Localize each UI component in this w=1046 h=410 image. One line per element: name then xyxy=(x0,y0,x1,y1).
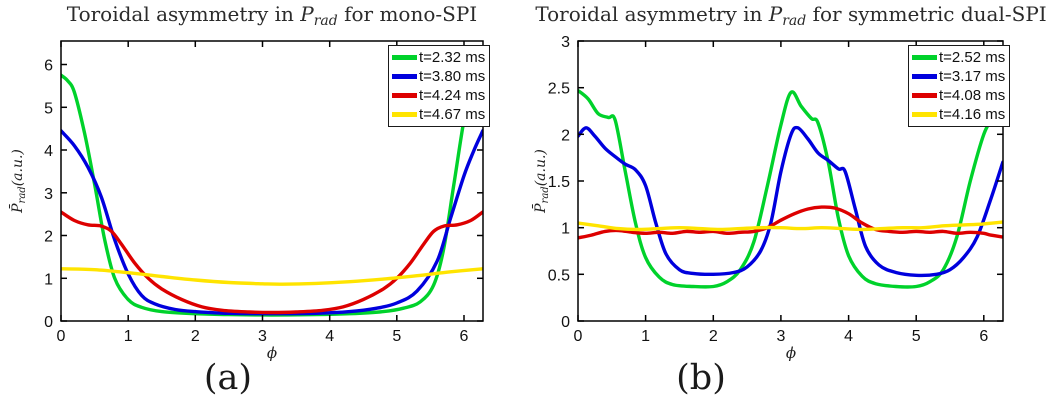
x-tick-label: 5 xyxy=(392,328,401,345)
x-tick-label: 2 xyxy=(709,328,718,345)
series-line xyxy=(578,88,1003,289)
legend-a: t=2.32 ms t=3.80 ms t=4.24 ms t=4.67 ms xyxy=(388,45,491,127)
title-math-sub: rad xyxy=(313,13,338,29)
plot-area-a: 0 1 2 3 4 5 6 0 1 2 3 4 5 6 xyxy=(44,40,484,345)
title-text: Toroidal asymmetry in xyxy=(66,2,301,26)
series-line xyxy=(61,210,483,315)
legend-label: t=3.17 ms xyxy=(939,68,1006,85)
y-tick-label: 1 xyxy=(44,271,53,288)
x-tick-label: 0 xyxy=(57,328,66,345)
y-tick-label: 1 xyxy=(561,221,570,238)
legend-label: t=4.24 ms xyxy=(419,87,486,104)
x-tick-label: 3 xyxy=(258,328,267,345)
series-line xyxy=(578,205,1003,240)
y-tick-label: 1.5 xyxy=(548,174,570,191)
legend-b: t=2.52 ms t=3.17 ms t=4.08 ms t=4.16 ms xyxy=(908,45,1011,127)
legend-item: t=3.80 ms xyxy=(392,67,485,86)
legend-label: t=2.32 ms xyxy=(419,49,486,66)
title-text-suffix: for mono-SPI xyxy=(337,2,478,26)
plot-area-b: 0 1 2 3 4 5 6 0 0.5 1 1.5 2 2.5 3 xyxy=(548,34,1004,345)
legend-label: t=3.80 ms xyxy=(419,68,486,85)
legend-swatch-yellow xyxy=(912,112,937,117)
series-line xyxy=(61,129,483,316)
legend-swatch-blue xyxy=(912,74,937,79)
x-axis-label-b: ϕ xyxy=(785,344,797,362)
legend-item: t=4.16 ms xyxy=(912,105,1005,124)
series-line xyxy=(578,125,1003,278)
curves xyxy=(578,88,1003,289)
legend-swatch-green xyxy=(912,55,937,60)
y-tick-label: 3 xyxy=(44,186,53,203)
panel-a: Toroidal asymmetry in Prad for mono-SPI … xyxy=(10,2,491,398)
x-tick-label: 0 xyxy=(574,328,583,345)
x-tick-label: 1 xyxy=(641,328,650,345)
y-tick-label: 2 xyxy=(44,229,53,246)
subfigure-caption-a: (a) xyxy=(203,358,253,398)
x-tick-label: 4 xyxy=(325,328,334,345)
x-tick-label: 4 xyxy=(844,328,853,345)
legend-swatch-red xyxy=(392,93,417,98)
legend-item: t=2.32 ms xyxy=(392,48,485,67)
legend-item: t=4.08 ms xyxy=(912,86,1005,105)
legend-swatch-blue xyxy=(392,74,417,79)
subfigure-caption-b: (b) xyxy=(676,358,726,398)
x-axis-label-a: ϕ xyxy=(266,344,278,362)
axes-frame xyxy=(60,40,484,322)
x-tick-label: 6 xyxy=(979,328,988,345)
y-tick-label: 6 xyxy=(44,58,53,75)
title-math-p: P xyxy=(768,2,783,26)
y-tick-label: 4 xyxy=(44,143,53,160)
legend-item: t=2.52 ms xyxy=(912,48,1005,67)
legend-swatch-red xyxy=(912,93,937,98)
title-math-p: P xyxy=(300,2,314,26)
curves xyxy=(61,69,483,317)
chart-title-a: Toroidal asymmetry in Prad for mono-SPI xyxy=(67,2,477,29)
legend-item: t=4.67 ms xyxy=(392,105,485,124)
legend-item: t=4.24 ms xyxy=(392,86,485,105)
x-tick-label: 5 xyxy=(912,328,921,345)
legend-label: t=2.52 ms xyxy=(939,49,1006,66)
y-tick-label: 0 xyxy=(561,314,570,331)
legend-item: t=3.17 ms xyxy=(912,67,1005,86)
legend-swatch-yellow xyxy=(392,112,417,117)
y-tick-label: 2 xyxy=(561,127,570,144)
legend-label: t=4.08 ms xyxy=(939,87,1006,104)
x-tick-label: 3 xyxy=(776,328,785,345)
y-tick-label: 3 xyxy=(561,34,570,51)
legend-swatch-green xyxy=(392,55,417,60)
panel-b: Toroidal asymmetry in Prad for symmetric… xyxy=(523,0,1046,410)
title-math-sub: rad xyxy=(782,13,807,29)
y-tick-label: 0 xyxy=(44,314,53,331)
x-tick-label: 6 xyxy=(460,328,469,345)
legend-label: t=4.16 ms xyxy=(939,106,1006,123)
x-tick-label: 2 xyxy=(191,328,200,345)
chart-title-b: Toroidal asymmetry in Prad for symmetric… xyxy=(535,2,1046,29)
title-text-suffix: for symmetric dual-SPI xyxy=(806,2,1046,26)
y-tick-label: 0.5 xyxy=(548,267,570,284)
x-tick-label: 1 xyxy=(124,328,133,345)
y-tick-label: 5 xyxy=(44,100,53,117)
title-text: Toroidal asymmetry in xyxy=(535,2,769,26)
series-line xyxy=(578,220,1003,232)
series-line xyxy=(61,267,483,286)
y-tick-label: 2.5 xyxy=(548,81,570,98)
legend-label: t=4.67 ms xyxy=(419,106,486,123)
